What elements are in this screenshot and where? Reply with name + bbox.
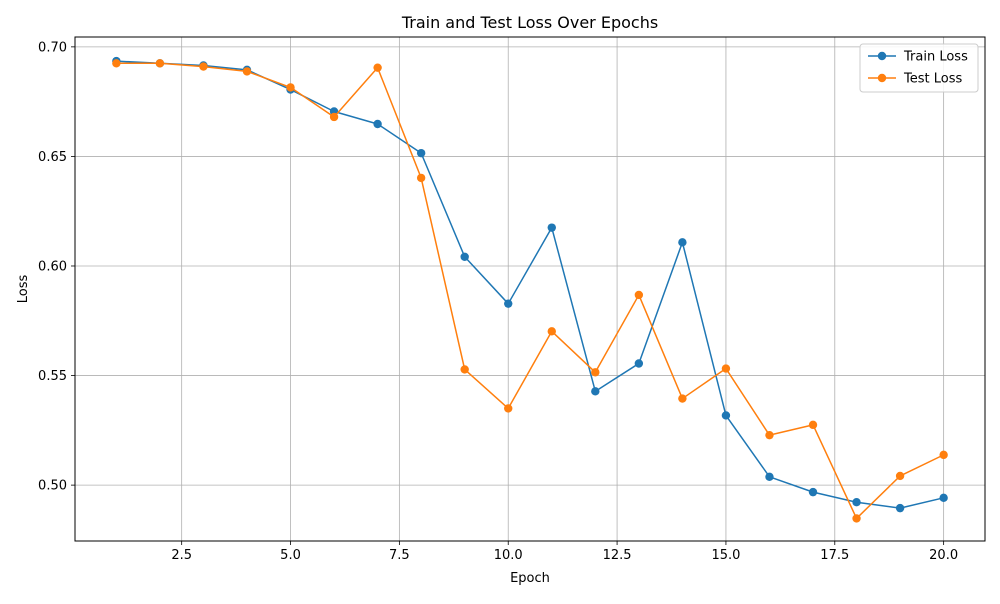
series-lines	[112, 56, 948, 523]
data-point	[678, 394, 687, 403]
y-tick-label: 0.65	[38, 150, 67, 165]
grid-lines	[75, 37, 985, 541]
data-point	[895, 503, 905, 513]
data-point	[895, 471, 905, 481]
x-axis-label: Epoch	[510, 571, 550, 586]
series-line	[116, 60, 944, 509]
data-point	[591, 368, 600, 377]
data-point	[765, 430, 774, 440]
data-point	[504, 404, 513, 413]
x-tick-label: 20.0	[929, 548, 958, 563]
data-point	[678, 238, 687, 247]
data-point	[634, 290, 644, 300]
y-tick-label: 0.60	[38, 259, 67, 274]
data-point	[808, 487, 818, 497]
data-point	[416, 173, 426, 183]
series-train-loss	[112, 56, 948, 513]
x-tick-label: 17.5	[820, 548, 849, 563]
series-test-loss	[112, 59, 948, 523]
x-tick-label: 10.0	[494, 548, 523, 563]
data-point	[155, 59, 165, 68]
data-point	[547, 223, 556, 232]
data-point	[721, 411, 731, 420]
data-point	[939, 493, 948, 503]
data-point	[460, 252, 469, 261]
data-point	[373, 119, 382, 129]
legend-marker	[877, 51, 887, 61]
data-point	[416, 148, 426, 158]
data-point	[373, 63, 382, 72]
y-axis-label: Loss	[16, 275, 31, 304]
legend-label: Train Loss	[903, 50, 968, 65]
chart-title: Train and Test Loss Over Epochs	[401, 13, 658, 32]
legend-label: Test Loss	[903, 72, 962, 87]
legend: Train Loss Test Loss	[859, 43, 979, 93]
data-point	[939, 450, 948, 460]
y-tick-label: 0.70	[38, 40, 67, 55]
y-tick-label: 0.50	[38, 479, 67, 494]
data-point	[547, 327, 556, 336]
x-tick-label: 12.5	[603, 548, 632, 563]
data-point	[199, 62, 208, 71]
axis-ticks: 2.5 5.0 7.5 10.0 12.5 15.0 17.5 20.0 0.50 0.55 0.6…	[38, 40, 958, 563]
data-point	[504, 299, 513, 308]
data-point	[852, 498, 861, 507]
data-point	[852, 514, 861, 523]
plot-area-frame	[74, 36, 986, 542]
y-tick-label: 0.55	[38, 369, 67, 384]
data-point	[591, 387, 600, 396]
legend-marker	[877, 73, 887, 83]
data-point	[460, 365, 469, 374]
data-point	[721, 364, 731, 373]
data-point	[242, 67, 252, 76]
data-point	[329, 112, 339, 122]
x-tick-label: 5.0	[280, 548, 301, 563]
data-point	[765, 472, 774, 481]
data-point	[634, 359, 644, 368]
data-point	[286, 83, 295, 92]
x-tick-label: 2.5	[171, 548, 192, 563]
data-point	[112, 59, 121, 68]
series-line	[116, 62, 944, 520]
data-point	[808, 420, 818, 430]
x-tick-label: 15.0	[711, 548, 740, 563]
x-tick-label: 7.5	[389, 548, 410, 563]
